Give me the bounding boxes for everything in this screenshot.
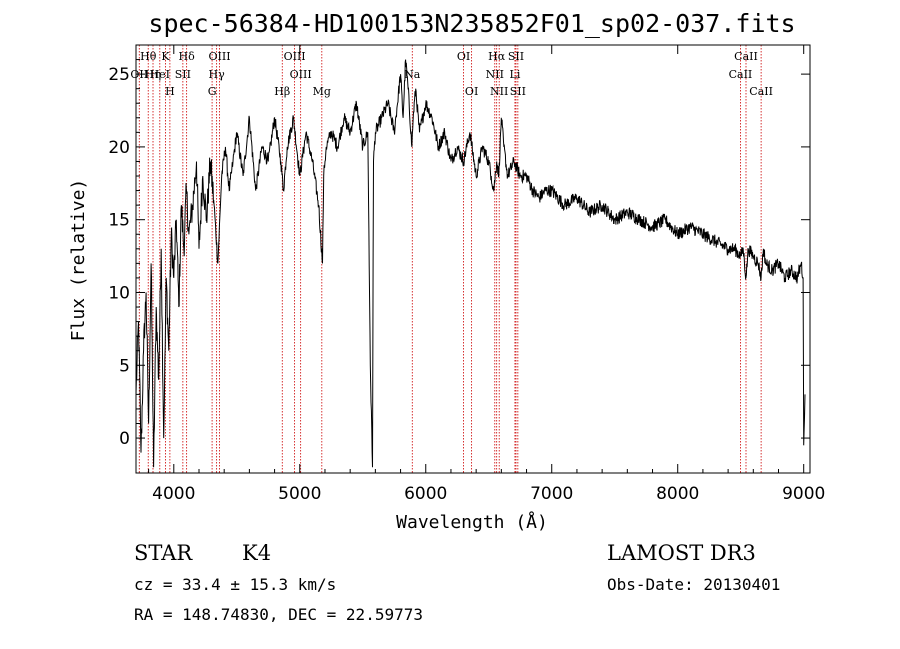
marker-label-8: G — [208, 85, 217, 98]
emission-line-labels: OIIHθHηHeIKHSIIHδGHγOIIIHβOIIIOIIIMgNaOI… — [130, 50, 773, 98]
marker-label-5: H — [165, 85, 175, 98]
marker-label-22: SII — [508, 50, 524, 63]
marker-label-15: Na — [404, 68, 421, 81]
chart-title: spec-56384-HD100153N235852F01_sp02-037.f… — [148, 9, 795, 38]
coordinates: RA = 148.74830, DEC = 22.59773 — [134, 605, 423, 624]
marker-label-25: CaII — [734, 50, 758, 63]
y-axis: 0 5 10 15 20 25 — [108, 44, 810, 449]
x-tick-label-0: 4000 — [152, 484, 195, 504]
marker-label-3: HeI — [150, 68, 170, 81]
marker-label-14: Mg — [313, 85, 331, 98]
marker-label-4: K — [161, 50, 170, 63]
marker-label-13: OIII — [290, 68, 312, 81]
spectrum-line — [136, 59, 806, 468]
marker-label-11: Hβ — [274, 85, 290, 98]
y-tick-label-4: 20 — [108, 138, 130, 158]
x-axis: 4000 5000 6000 7000 8000 9000 — [148, 45, 825, 504]
observation-date: Obs-Date: 20130401 — [607, 575, 780, 594]
marker-label-1: Hθ — [140, 50, 157, 63]
survey-name: LAMOST DR3 — [607, 541, 756, 565]
y-tick-label-2: 10 — [108, 283, 130, 303]
plot-frame — [135, 44, 811, 474]
marker-label-10: OIII — [208, 50, 230, 63]
redshift-cz: cz = 33.4 ± 15.3 km/s — [134, 575, 336, 594]
y-tick-label-5: 25 — [108, 65, 130, 85]
marker-label-20: NII — [490, 85, 508, 98]
emission-line-markers — [138, 45, 762, 473]
x-tick-label-2: 6000 — [404, 484, 447, 504]
x-tick-label-5: 9000 — [782, 484, 825, 504]
marker-label-6: SII — [175, 68, 191, 81]
x-tick-label-3: 7000 — [530, 484, 573, 504]
marker-label-26: CaII — [749, 85, 773, 98]
object-subclass: K4 — [242, 541, 271, 565]
marker-label-2: Hη — [145, 68, 161, 81]
x-axis-label: Wavelength (Å) — [396, 511, 548, 533]
y-axis-label: Flux (relative) — [68, 179, 89, 342]
marker-label-21: Li — [510, 68, 521, 81]
x-tick-label-1: 5000 — [278, 484, 321, 504]
y-tick-label-0: 0 — [119, 429, 130, 449]
marker-label-24: CaII — [729, 68, 753, 81]
marker-label-17: OI — [465, 85, 478, 98]
y-tick-label-1: 5 — [119, 356, 130, 376]
y-tick-label-3: 15 — [108, 211, 130, 231]
object-class: STAR — [134, 541, 193, 565]
marker-label-12: OIII — [284, 50, 306, 63]
marker-label-19: Hα — [488, 50, 506, 63]
marker-label-16: OI — [457, 50, 470, 63]
marker-label-9: Hγ — [209, 68, 226, 81]
marker-label-18: NII — [486, 68, 504, 81]
marker-label-23: SII — [510, 85, 526, 98]
x-tick-label-4: 8000 — [656, 484, 699, 504]
marker-label-7: Hδ — [179, 50, 196, 63]
